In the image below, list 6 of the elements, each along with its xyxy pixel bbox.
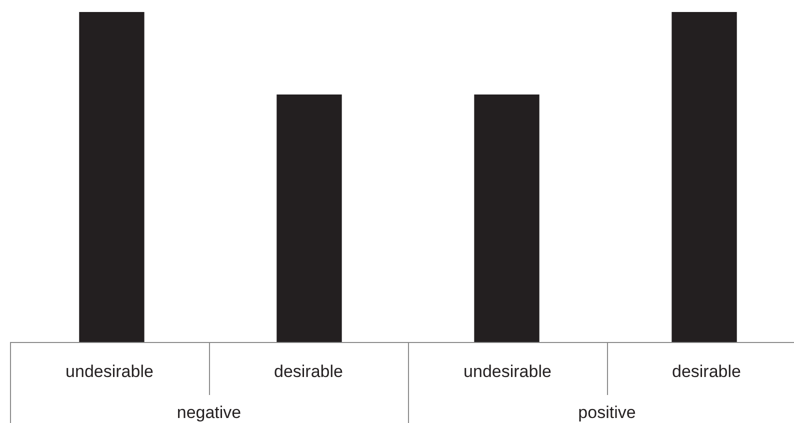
text: positive — [578, 403, 636, 422]
x-tick-label: undesirable — [464, 362, 552, 381]
x-tick-label: desirable — [672, 362, 741, 381]
text: negative — [176, 403, 242, 422]
x-tick-label: undesirable — [66, 362, 154, 381]
x-tick-label: desirable — [274, 362, 343, 381]
